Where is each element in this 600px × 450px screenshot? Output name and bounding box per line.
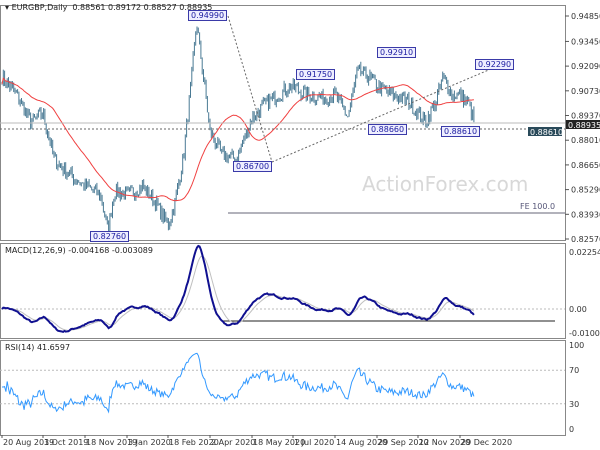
ohlc-readout: 0.88561 0.89172 0.88527 0.88935 <box>72 3 213 12</box>
symbol-label: EURGBP,Daily <box>11 3 68 12</box>
rsi-tick-label: 30 <box>569 400 579 409</box>
macd-signal-line <box>1 255 475 331</box>
rsi-tick-label: 100 <box>569 341 584 350</box>
rsi-panel <box>0 340 566 436</box>
x-tick-label: 29 Dec 2020 <box>461 438 512 447</box>
annotation: 0.88610 <box>441 126 481 137</box>
x-tick-label: 18 Nov 2019 <box>86 438 137 447</box>
watermark: ActionForex.com <box>362 172 529 196</box>
macd-tick-label: -0.010039 <box>569 329 600 338</box>
annotation-high: 0.94990 <box>188 10 228 21</box>
macd-panel <box>0 243 566 339</box>
annotation: 0.92910 <box>377 47 417 58</box>
x-tick-label: 14 Aug 2020 <box>336 438 387 447</box>
price-tag-label: 0.88935 <box>568 121 600 130</box>
rsi-title: RSI(14) 41.6597 <box>5 343 71 352</box>
annotation: 0.88660 <box>368 124 408 135</box>
macd-title: MACD(12,26,9) -0.004168 -0.003089 <box>5 246 153 255</box>
price-tag <box>528 127 562 136</box>
macd-tick-label: 0.022544 <box>569 248 600 257</box>
macd-line <box>1 244 475 334</box>
rsi-tick-label: 70 <box>569 366 579 375</box>
chart-header: ▾ EURGBP,Daily 0.88561 0.89172 0.88527 0… <box>5 3 213 12</box>
annotation: 0.86700 <box>233 161 273 172</box>
annotation: 0.92290 <box>475 59 515 70</box>
x-tick-label: 2 Apr 2020 <box>211 438 255 447</box>
trendline <box>227 15 273 163</box>
rsi-line <box>2 352 475 414</box>
x-tick-label: 3 Jan 2020 <box>128 438 171 447</box>
fe-label: FE 100.0 <box>520 202 556 211</box>
x-tick-label: 20 Aug 2019 <box>3 438 54 447</box>
x-tick-label: 3 Oct 2019 <box>44 438 88 447</box>
x-tick-label: 12 Nov 2020 <box>419 438 470 447</box>
x-tick-label: 1 Jul 2020 <box>294 438 334 447</box>
annotation-low: 0.82760 <box>90 231 130 242</box>
x-tick-label: 29 Sep 2020 <box>378 438 429 447</box>
price-tag-label: 0.88610 <box>530 128 563 137</box>
macd-tick-label: 0.00 <box>569 305 587 314</box>
y-tick-label: 0.82570 <box>571 235 600 244</box>
x-tick-label: 18 May 2020 <box>253 438 305 447</box>
x-tick-label: 18 Feb 2020 <box>169 438 219 447</box>
rsi-tick-label: 0 <box>569 425 574 434</box>
moving-average-line <box>1 77 474 202</box>
price-tag <box>566 120 600 129</box>
annotation: 0.91750 <box>296 69 336 80</box>
